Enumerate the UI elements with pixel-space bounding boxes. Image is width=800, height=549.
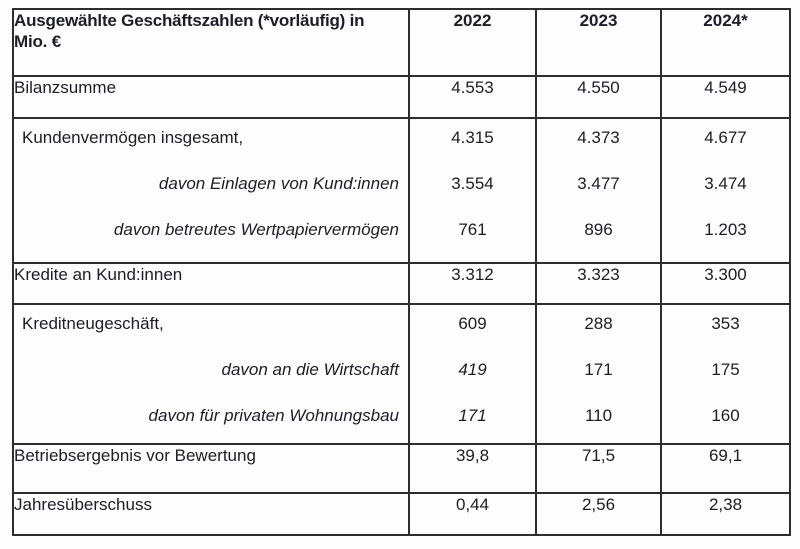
cell-jahresueberschuss-2022: 0,44 [408,492,537,536]
cell-davon-einlagen-2023: 3.477 [577,174,620,193]
row-label-davon-einlagen: davon Einlagen von Kund:innen [158,174,399,193]
cell-kreditneugeschaeft-2024: 353 [711,314,740,333]
table-row-kundenvermoegen-group: Kundenvermögen insgesamt, davon Einlagen… [12,117,791,264]
group-values-kreditneugeschaeft-2022: 609 419 171 [408,303,537,445]
cell-kundenvermoegen-2024: 4.677 [704,128,747,147]
group-labels-kundenvermoegen: Kundenvermögen insgesamt, davon Einlagen… [12,117,410,264]
row-label-davon-wertpapier: davon betreutes Wertpapiervermögen [113,220,399,239]
table-title-line2: Mio. € [14,32,61,52]
table-title: Ausgewählte Geschäftszahlen (*vorläufig)… [12,8,410,77]
cell-davon-wertpapier-2023: 896 [584,220,613,239]
cell-bilanzsumme-2024: 4.549 [660,75,791,119]
table-header-row: Ausgewählte Geschäftszahlen (*vorläufig)… [12,8,791,77]
column-header-2022: 2022 [408,8,537,77]
cell-betriebsergebnis-2023: 71,5 [535,443,662,494]
column-header-2023: 2023 [535,8,662,77]
group-values-kreditneugeschaeft-2023: 288 171 110 [535,303,662,445]
group-values-kreditneugeschaeft-2024: 353 175 160 [660,303,791,445]
row-label-bilanzsumme: Bilanzsumme [12,75,410,119]
table-row-bilanzsumme: Bilanzsumme 4.553 4.550 4.549 [12,75,791,119]
cell-betriebsergebnis-2022: 39,8 [408,443,537,494]
row-label-davon-wohnungsbau: davon für privaten Wohnungsbau [148,406,399,425]
cell-kredite-2024: 3.300 [660,262,791,305]
row-label-jahresueberschuss: Jahresüberschuss [12,492,410,536]
table-row-betriebsergebnis: Betriebsergebnis vor Bewertung 39,8 71,5… [12,443,791,494]
row-label-kreditneugeschaeft: Kreditneugeschäft, [22,314,164,333]
cell-kredite-2022: 3.312 [408,262,537,305]
cell-davon-wohnungsbau-2022: 171 [458,406,487,425]
group-values-kundenvermoegen-2022: 4.315 3.554 761 [408,117,537,264]
cell-davon-wertpapier-2024: 1.203 [704,220,747,239]
column-header-2024: 2024* [660,8,791,77]
cell-bilanzsumme-2022: 4.553 [408,75,537,119]
row-label-kundenvermoegen: Kundenvermögen insgesamt, [22,128,244,147]
cell-betriebsergebnis-2024: 69,1 [660,443,791,494]
cell-jahresueberschuss-2024: 2,38 [660,492,791,536]
group-values-kundenvermoegen-2024: 4.677 3.474 1.203 [660,117,791,264]
row-label-kredite: Kredite an Kund:innen [12,262,410,305]
cell-davon-wirtschaft-2023: 171 [584,360,613,379]
cell-kredite-2023: 3.323 [535,262,662,305]
table-row-kreditneugeschaeft-group: Kreditneugeschäft, davon an die Wirtscha… [12,303,791,445]
row-label-davon-wirtschaft: davon an die Wirtschaft [221,360,400,379]
financial-figures-table: Ausgewählte Geschäftszahlen (*vorläufig)… [12,8,791,536]
row-label-betriebsergebnis: Betriebsergebnis vor Bewertung [12,443,410,494]
cell-bilanzsumme-2023: 4.550 [535,75,662,119]
cell-davon-wohnungsbau-2024: 160 [711,406,740,425]
group-labels-kreditneugeschaeft: Kreditneugeschäft, davon an die Wirtscha… [12,303,410,445]
cell-kundenvermoegen-2022: 4.315 [451,128,494,147]
cell-davon-wirtschaft-2024: 175 [711,360,740,379]
cell-kreditneugeschaeft-2023: 288 [584,314,613,333]
cell-davon-wertpapier-2022: 761 [458,220,487,239]
cell-kreditneugeschaeft-2022: 609 [458,314,487,333]
table-row-jahresueberschuss: Jahresüberschuss 0,44 2,56 2,38 [12,492,791,536]
table-row-kredite: Kredite an Kund:innen 3.312 3.323 3.300 [12,262,791,305]
group-values-kundenvermoegen-2023: 4.373 3.477 896 [535,117,662,264]
cell-davon-einlagen-2022: 3.554 [451,174,494,193]
cell-davon-wohnungsbau-2023: 110 [584,406,613,425]
cell-davon-wirtschaft-2022: 419 [458,360,487,379]
cell-davon-einlagen-2024: 3.474 [704,174,747,193]
cell-kundenvermoegen-2023: 4.373 [577,128,620,147]
cell-jahresueberschuss-2023: 2,56 [535,492,662,536]
table-title-line1: Ausgewählte Geschäftszahlen (*vorläufig)… [14,11,365,30]
